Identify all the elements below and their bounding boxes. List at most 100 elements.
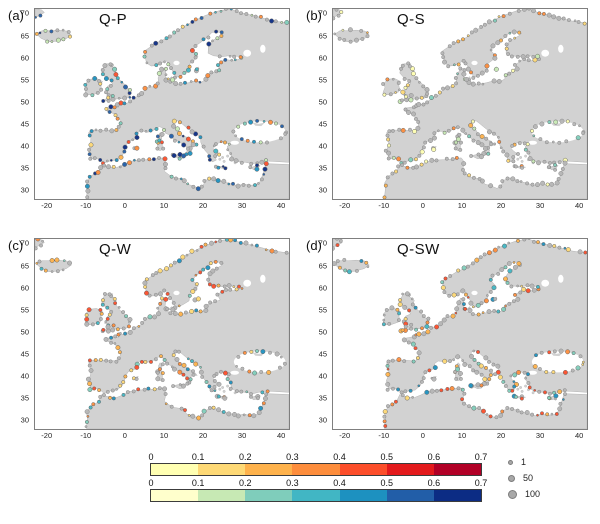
x-tick-label: -10 bbox=[80, 431, 92, 440]
y-tick-label: 55 bbox=[318, 305, 327, 315]
size-legend-item: 100 bbox=[508, 486, 540, 502]
stations-layer bbox=[333, 239, 587, 428]
x-tick-label: 10 bbox=[159, 431, 169, 440]
y-tick-label: 40 bbox=[318, 141, 327, 151]
y-tick-label: 70 bbox=[20, 238, 29, 248]
x-axis-ticks: -20 -10 0 10 20 30 40 bbox=[332, 431, 588, 441]
y-tick-label: 35 bbox=[20, 163, 29, 173]
colorbar-segment bbox=[386, 490, 434, 501]
panel-b: (b) 30 35 40 45 50 55 60 65 70 Q-S -20 -10 0 10 20 30… bbox=[306, 2, 598, 228]
x-axis-ticks: -20 -10 0 10 20 30 40 bbox=[332, 201, 588, 211]
colorbar-segment bbox=[339, 490, 387, 501]
x-tick-label: 0 bbox=[420, 431, 425, 440]
colorbar-tick-label: 0.5 bbox=[380, 478, 393, 488]
colorbar-segment bbox=[386, 464, 434, 475]
x-tick-label: -20 bbox=[339, 431, 351, 440]
colorbar-tick-label: 0.1 bbox=[191, 452, 205, 462]
x-tick-label: 0 bbox=[420, 201, 425, 210]
y-tick-label: 70 bbox=[318, 8, 327, 18]
y-tick-label: 30 bbox=[20, 185, 29, 195]
x-tick-label: -20 bbox=[41, 201, 53, 210]
x-axis-ticks: -20 -10 0 10 20 30 40 bbox=[34, 201, 290, 211]
colorbar-tick-label: 0.5 bbox=[380, 452, 393, 462]
y-tick-label: 65 bbox=[318, 31, 327, 40]
x-tick-label: 30 bbox=[237, 431, 247, 440]
colorbar-tick-label: 0.3 bbox=[286, 452, 299, 462]
x-tick-label: 40 bbox=[277, 431, 286, 440]
y-tick-label: 30 bbox=[20, 415, 29, 425]
colorbar-tick-label: 0.7 bbox=[474, 478, 488, 488]
y-tick-label: 65 bbox=[20, 31, 29, 40]
y-axis-ticks: 30 35 40 45 50 55 60 65 70 bbox=[8, 8, 32, 200]
x-tick-label: -20 bbox=[339, 201, 351, 210]
y-tick-label: 40 bbox=[318, 371, 327, 381]
y-tick-label: 30 bbox=[318, 185, 327, 195]
y-tick-label: 60 bbox=[20, 283, 29, 293]
panel-d-tag: (d) bbox=[306, 238, 322, 253]
y-tick-label: 55 bbox=[20, 305, 29, 315]
map-d bbox=[333, 239, 587, 429]
x-tick-label: 20 bbox=[198, 431, 208, 440]
x-tick-label: -10 bbox=[80, 201, 92, 210]
cool-colorbar bbox=[150, 489, 482, 502]
y-tick-label: 35 bbox=[318, 163, 327, 173]
y-tick-label: 50 bbox=[318, 327, 327, 337]
size-label: 50 bbox=[523, 473, 534, 483]
stations-layer bbox=[35, 9, 289, 199]
size-legend-item: 1 bbox=[508, 454, 540, 470]
x-tick-label: 30 bbox=[237, 201, 247, 210]
y-tick-label: 65 bbox=[318, 261, 327, 270]
colorbar-tick-label: 0.2 bbox=[239, 478, 252, 488]
panel-b-tag: (b) bbox=[306, 8, 322, 23]
y-tick-label: 60 bbox=[318, 53, 327, 63]
colorbar-tick-label: 0.1 bbox=[191, 478, 205, 488]
y-tick-label: 55 bbox=[20, 75, 29, 85]
x-tick-label: 40 bbox=[575, 431, 584, 440]
y-tick-label: 65 bbox=[20, 261, 29, 270]
colorbar-segment bbox=[339, 464, 387, 475]
colorbar-segment bbox=[151, 490, 199, 501]
x-tick-label: -20 bbox=[41, 431, 53, 440]
y-tick-label: 35 bbox=[20, 393, 29, 403]
y-tick-label: 45 bbox=[318, 119, 327, 129]
y-tick-label: 40 bbox=[20, 141, 29, 151]
colorbar-tick-label: 0 bbox=[148, 452, 154, 462]
colorbar-tick-label: 0 bbox=[148, 478, 154, 488]
y-tick-label: 60 bbox=[20, 53, 29, 63]
x-tick-label: 0 bbox=[122, 431, 127, 440]
colorbar-segment bbox=[292, 490, 340, 501]
colorbar-tick-label: 0.7 bbox=[474, 452, 488, 462]
panel-c-tag: (c) bbox=[8, 238, 24, 253]
map-plot-a: Q-P bbox=[34, 8, 290, 200]
map-plot-d: Q-SW bbox=[332, 238, 588, 430]
y-tick-label: 55 bbox=[318, 75, 327, 85]
colorbar-tick-label: 0.6 bbox=[427, 452, 441, 462]
colorbar-segment bbox=[151, 464, 199, 475]
y-tick-label: 30 bbox=[318, 415, 327, 425]
x-tick-label: 20 bbox=[496, 201, 506, 210]
colorbar-segment bbox=[433, 490, 481, 501]
y-tick-label: 45 bbox=[318, 349, 327, 359]
panel-c-title: Q-W bbox=[99, 241, 132, 258]
colorbar-tick-label: 0.2 bbox=[239, 452, 252, 462]
panel-a-tag: (a) bbox=[8, 8, 24, 23]
panel-a-title: Q-P bbox=[99, 11, 128, 28]
y-tick-label: 35 bbox=[318, 393, 327, 403]
x-tick-label: 10 bbox=[457, 431, 467, 440]
x-tick-label: 20 bbox=[198, 201, 208, 210]
x-tick-label: 40 bbox=[575, 201, 584, 210]
x-tick-label: -10 bbox=[378, 201, 390, 210]
warm-colorbar bbox=[150, 463, 482, 476]
colorbar-tick-label: 0.4 bbox=[333, 478, 346, 488]
panel-d-title: Q-SW bbox=[397, 241, 440, 258]
colorbar-tick-label: 0.4 bbox=[333, 452, 346, 462]
panel-b-title: Q-S bbox=[397, 11, 426, 28]
x-tick-label: 0 bbox=[122, 201, 127, 210]
x-tick-label: 40 bbox=[277, 201, 286, 210]
y-tick-label: 50 bbox=[20, 327, 29, 337]
size-dot bbox=[508, 474, 515, 482]
legend-area: 0 0.1 0.2 0.3 0.4 0.5 0.6 0.7 0 0.1 0.2 0.3 0.4 0.5 0… bbox=[0, 452, 600, 522]
map-plot-c: Q-W bbox=[34, 238, 290, 430]
y-axis-ticks: 30 35 40 45 50 55 60 65 70 bbox=[8, 238, 32, 430]
y-tick-label: 50 bbox=[20, 97, 29, 107]
